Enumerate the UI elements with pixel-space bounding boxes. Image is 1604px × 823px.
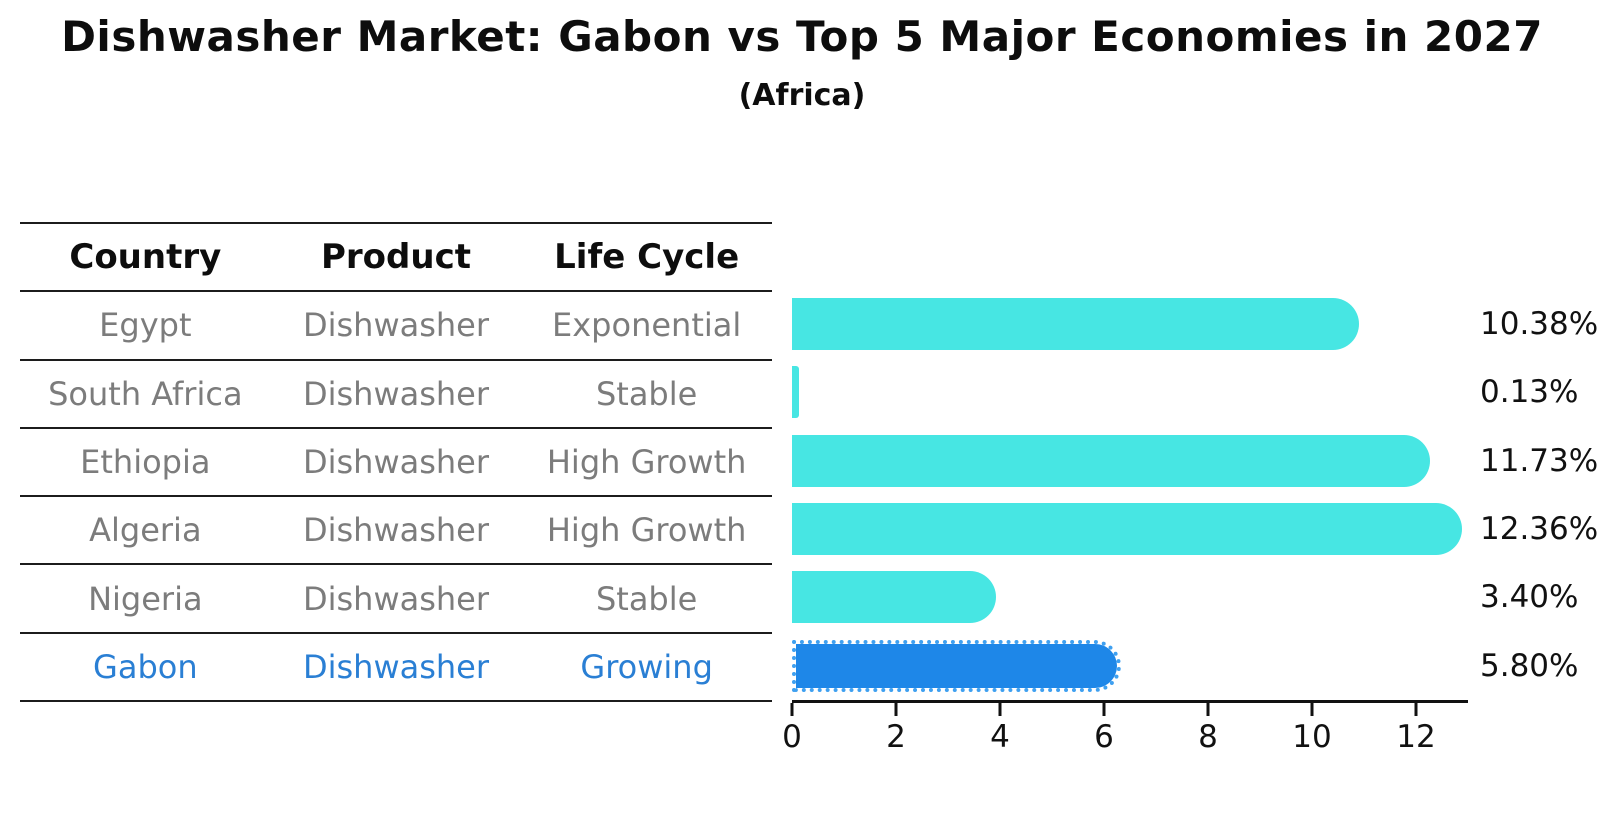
cell-product: Dishwasher: [302, 443, 490, 482]
x-tick-mark: [1414, 703, 1418, 716]
value-label-algeria: 12.36%: [1480, 511, 1599, 548]
bar-row-gabon: [792, 632, 1468, 700]
column-header-product: Product: [320, 237, 471, 278]
table-row-south-africa: South Africa Dishwasher Stable: [20, 361, 772, 429]
cell-country: Gabon: [93, 647, 198, 686]
table-row-ethiopia: Ethiopia Dishwasher High Growth: [20, 429, 772, 498]
bar-south-africa: [792, 366, 799, 419]
bar-row-south-africa: [792, 358, 1468, 426]
cell-life-cycle: High Growth: [546, 443, 747, 482]
bar-egypt: [792, 298, 1360, 351]
cell-country: Algeria: [89, 511, 202, 550]
value-label-egypt: 10.38%: [1480, 306, 1599, 343]
cell-country: Ethiopia: [80, 443, 211, 482]
bar-row-ethiopia: [792, 427, 1468, 495]
x-tick-label: 8: [1198, 719, 1218, 755]
x-tick-mark: [998, 703, 1002, 716]
bar-row-egypt: [792, 290, 1468, 358]
x-tick-mark: [790, 703, 794, 716]
cell-country: South Africa: [48, 374, 243, 413]
cell-product: Dishwasher: [302, 647, 490, 686]
cell-life-cycle: Exponential: [552, 306, 742, 345]
x-tick-label: 12: [1396, 719, 1436, 755]
x-tick-mark: [1102, 703, 1106, 716]
cell-life-cycle: Stable: [595, 579, 698, 618]
x-axis: 0 2 4 6 8 10 12: [782, 703, 1468, 763]
cell-product: Dishwasher: [302, 306, 490, 345]
x-tick-label: 10: [1292, 719, 1332, 755]
bar-nigeria: [792, 571, 996, 624]
page-subtitle: (Africa): [738, 78, 866, 113]
x-tick-label: 0: [782, 719, 802, 755]
cell-country: Nigeria: [88, 579, 203, 618]
page-title: Dishwasher Market: Gabon vs Top 5 Major …: [61, 12, 1543, 61]
value-label-gabon: 5.80%: [1480, 647, 1579, 684]
x-tick-label: 4: [990, 719, 1010, 755]
cell-product: Dishwasher: [302, 374, 490, 413]
cell-product: Dishwasher: [302, 579, 490, 618]
cell-life-cycle: Stable: [595, 374, 698, 413]
x-tick-mark: [1310, 703, 1314, 716]
column-header-country: Country: [69, 237, 222, 278]
bar-row-nigeria: [792, 563, 1468, 631]
value-label-south-africa: 0.13%: [1480, 374, 1579, 411]
cell-life-cycle: High Growth: [546, 511, 747, 550]
bar-chart: [792, 290, 1468, 703]
x-tick-mark: [1206, 703, 1210, 716]
bar-row-algeria: [792, 495, 1468, 563]
value-label-column: 10.38% 0.13% 11.73% 12.36% 3.40% 5.80%: [1480, 290, 1600, 700]
bar-ethiopia: [792, 434, 1430, 487]
x-tick-label: 6: [1094, 719, 1114, 755]
table-row-gabon: Gabon Dishwasher Growing: [20, 634, 772, 703]
data-table: Country Product Life Cycle Egypt Dishwasher…: [20, 222, 772, 703]
table-row-egypt: Egypt Dishwasher Exponential: [20, 292, 772, 361]
cell-country: Egypt: [99, 306, 192, 345]
cell-life-cycle: Growing: [580, 647, 713, 686]
bar-algeria: [792, 503, 1463, 556]
x-tick-mark: [894, 703, 898, 716]
table-header-row: Country Product Life Cycle: [20, 224, 772, 293]
cell-product: Dishwasher: [302, 511, 490, 550]
column-header-life-cycle: Life Cycle: [554, 237, 740, 278]
table-row-algeria: Algeria Dishwasher High Growth: [20, 497, 772, 566]
highlight-bar-gabon: [792, 639, 1121, 692]
value-label-ethiopia: 11.73%: [1480, 442, 1599, 479]
x-tick-label: 2: [886, 719, 906, 755]
value-label-nigeria: 3.40%: [1480, 579, 1579, 616]
table-row-nigeria: Nigeria Dishwasher Stable: [20, 565, 772, 634]
